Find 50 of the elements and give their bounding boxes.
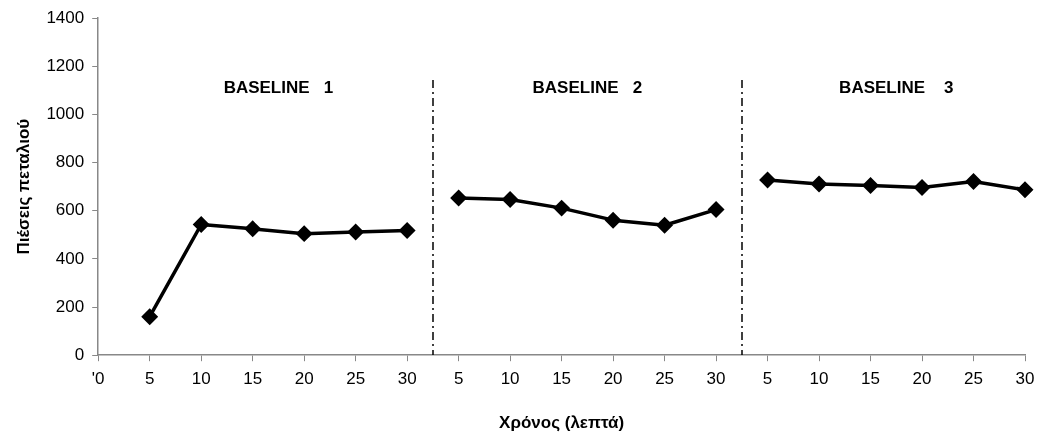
x-tick-label: 10 — [809, 369, 829, 389]
point — [347, 224, 364, 240]
point — [296, 225, 312, 242]
point — [914, 179, 930, 196]
point — [811, 176, 827, 192]
y-tick-label: 1200 — [46, 56, 85, 76]
point — [553, 200, 570, 216]
point — [759, 172, 776, 188]
x-axis-title: Χρόνος (λεπτά) — [499, 413, 625, 433]
y-tick-label: 1000 — [46, 104, 85, 124]
point — [399, 222, 415, 239]
y-tick-label: 1400 — [46, 7, 85, 27]
x-tick-label: 5 — [762, 369, 773, 389]
x-tick-label: 30 — [706, 369, 726, 389]
x-tick-label: 10 — [191, 369, 211, 389]
point — [244, 221, 261, 237]
x-tick-label: 15 — [861, 369, 880, 389]
y-tick-label: 200 — [55, 296, 85, 316]
x-tick-label: 30 — [1015, 369, 1035, 389]
y-tick-label: 0 — [74, 344, 85, 364]
point — [141, 308, 158, 325]
x-tick-label: 25 — [964, 369, 983, 389]
point — [502, 191, 518, 208]
annotation: BASELINE 3 — [839, 78, 954, 98]
point — [965, 173, 982, 190]
x-tick-label: 20 — [294, 369, 314, 389]
y-tick-label: 600 — [55, 200, 85, 220]
point — [1017, 182, 1033, 198]
point — [193, 216, 209, 233]
x-tick-label: 25 — [346, 369, 366, 389]
point — [862, 177, 879, 194]
annotation: BASELINE 1 — [223, 78, 334, 98]
annotation: BASELINE 2 — [532, 78, 643, 98]
y-tick-label: 400 — [55, 248, 85, 268]
x-tick-label: 5 — [144, 369, 155, 389]
x-tick-label: 30 — [397, 369, 417, 389]
x-tick-label: 25 — [655, 369, 675, 389]
x-tick-label: '0 — [91, 369, 105, 389]
y-tick-label: 800 — [55, 152, 85, 172]
point — [708, 201, 724, 218]
y-axis-title: Πιέσεις πεταλιού — [13, 118, 33, 255]
point — [656, 217, 673, 233]
x-tick-label: 5 — [453, 369, 464, 389]
x-tick-label: 15 — [243, 369, 263, 389]
point — [605, 212, 621, 228]
x-tick-label: 15 — [552, 369, 572, 389]
x-tick-label: 20 — [603, 369, 623, 389]
x-tick-label: 10 — [500, 369, 520, 389]
point — [450, 190, 467, 206]
x-tick-label: 20 — [912, 369, 932, 389]
